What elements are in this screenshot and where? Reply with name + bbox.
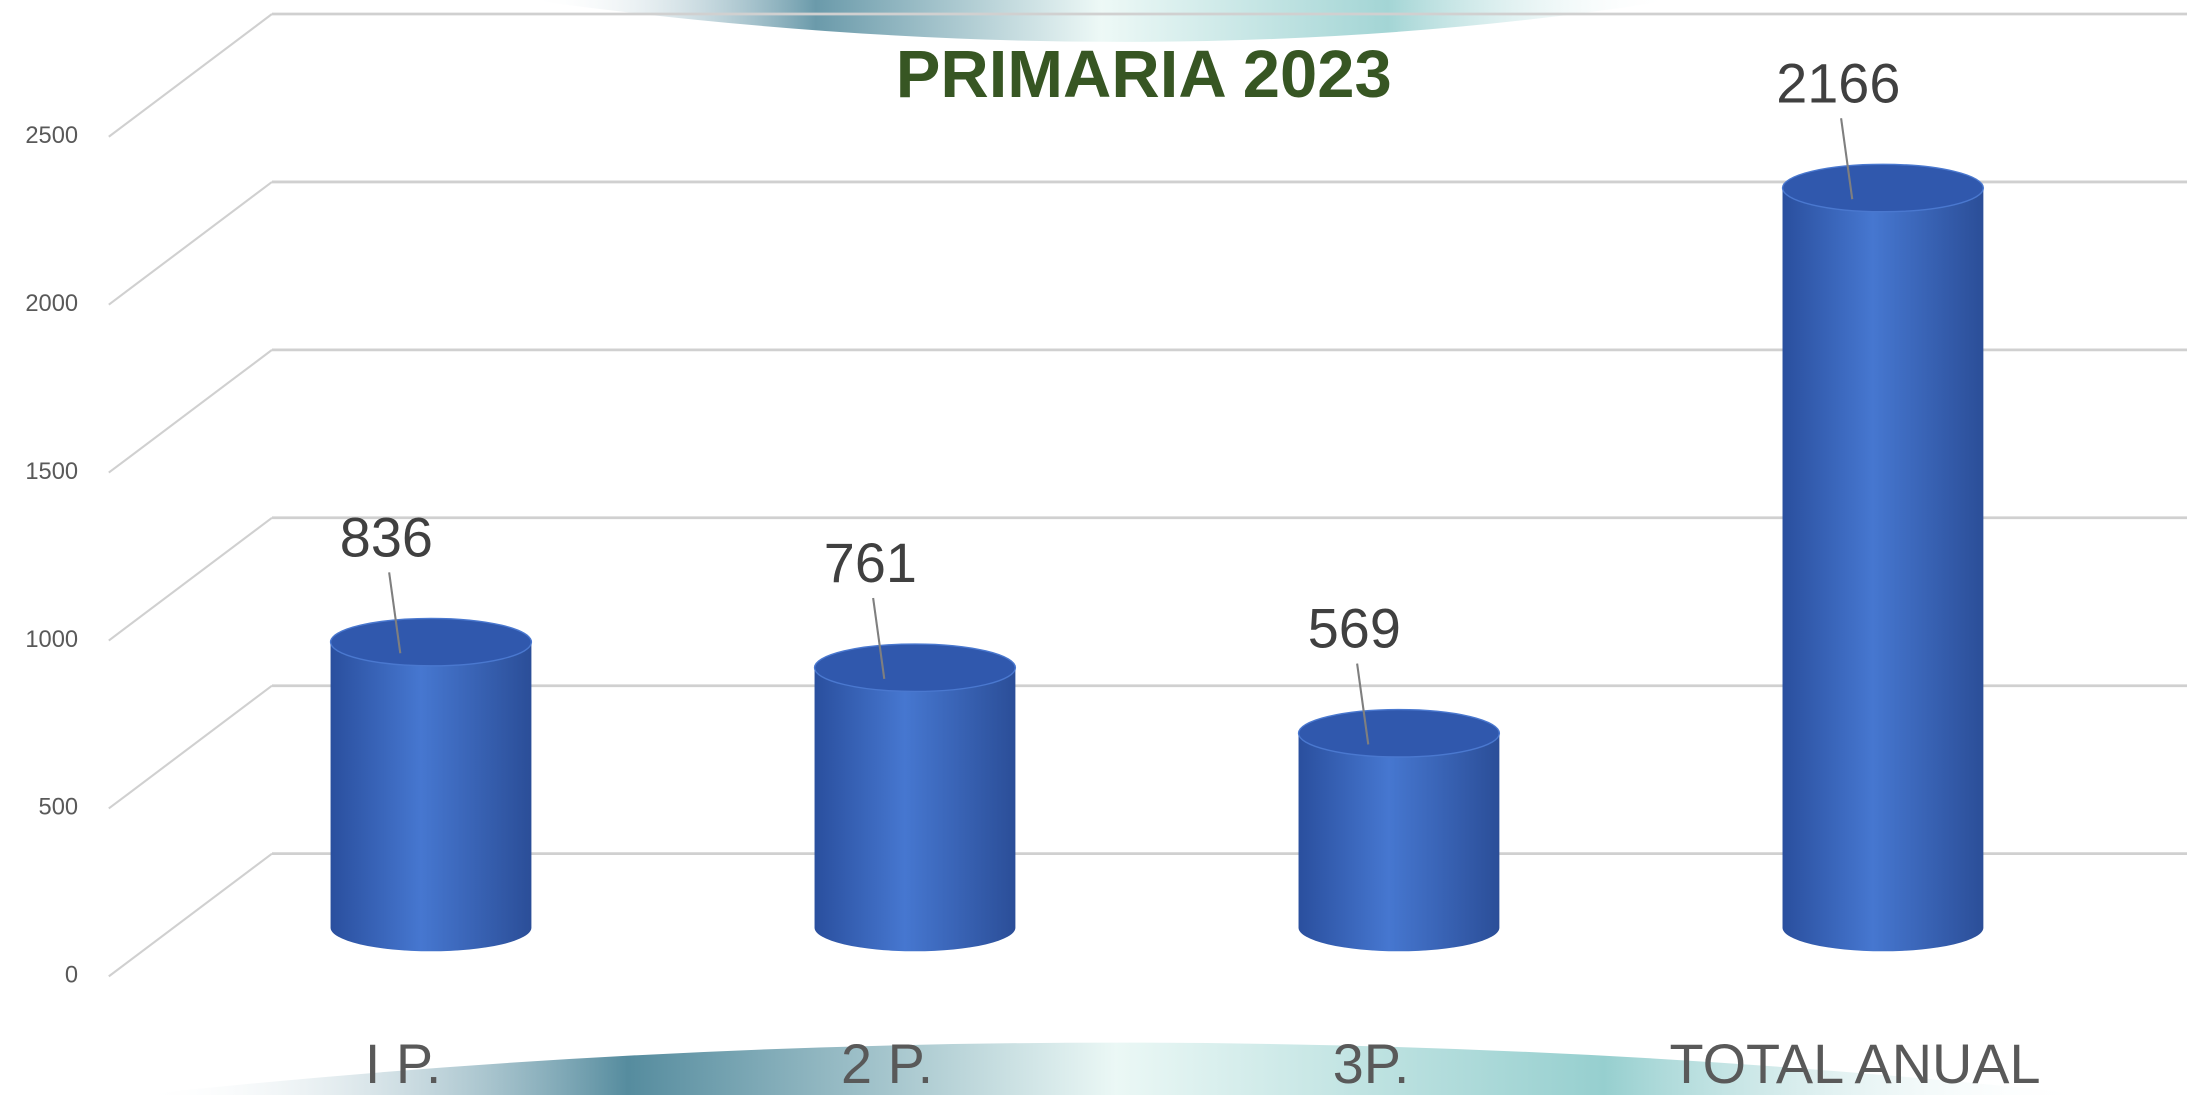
grid-line: [108, 516, 273, 642]
y-tick-label: 0: [65, 963, 78, 989]
y-tick-label: 2000: [25, 291, 78, 317]
y-tick-label: 2500: [25, 123, 78, 149]
chart-title: PRIMARIA 2023: [896, 37, 1392, 112]
cylinder-top: [329, 617, 533, 667]
cylinder-body: [1782, 188, 1984, 952]
cylinder-body: [1298, 733, 1500, 952]
cylinder-top: [813, 643, 1017, 693]
leader-line: [1356, 663, 1370, 745]
cylinder-top: [1297, 708, 1501, 758]
grid-line: [108, 181, 273, 306]
data-label: 569: [1308, 597, 1401, 660]
x-tick-label: 2 P.: [841, 1032, 933, 1095]
y-tick-label: 1000: [25, 627, 78, 653]
cylinder-body: [330, 642, 532, 952]
y-tick-label: 1500: [25, 459, 78, 485]
x-tick-label: 3P.: [1333, 1032, 1410, 1095]
grid-line: [108, 852, 273, 978]
cylinder-body: [814, 667, 1016, 952]
leader-line: [388, 572, 402, 654]
grid-line: [108, 13, 273, 138]
cylinder-top: [1781, 163, 1985, 213]
leader-line: [872, 597, 886, 680]
data-label: 761: [824, 531, 917, 594]
decor-swoosh: [530, 0, 1674, 42]
decor-swoosh: [139, 1042, 2093, 1095]
grid-line: [108, 684, 273, 810]
y-tick-label: 500: [39, 795, 79, 821]
data-label: 836: [340, 505, 433, 568]
grid-line: [108, 349, 273, 474]
x-tick-label: I P.: [365, 1032, 442, 1095]
x-tick-label: TOTAL ANUAL: [1670, 1032, 2041, 1095]
data-label: 2166: [1776, 51, 1900, 114]
leader-line: [1840, 118, 1854, 200]
